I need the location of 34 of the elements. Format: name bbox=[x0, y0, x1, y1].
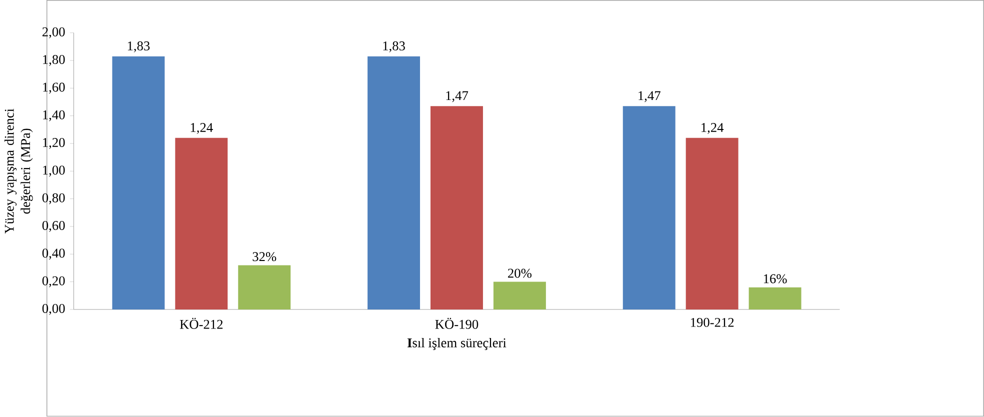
bar bbox=[368, 56, 420, 310]
data-label: 1,47 bbox=[446, 91, 468, 102]
y-tick-label: 1,00 bbox=[43, 166, 65, 177]
data-label: 1,83 bbox=[383, 42, 405, 52]
bar bbox=[748, 287, 802, 310]
y-tick-label: 1,80 bbox=[43, 55, 65, 66]
y-tick-label: 0,60 bbox=[42, 221, 65, 232]
bar bbox=[622, 106, 676, 310]
x-tick-label: KÖ-212 bbox=[180, 318, 223, 330]
x-axis-title: Isıl işlem süreçleri bbox=[407, 338, 506, 350]
y-tick-label: 1,60 bbox=[43, 82, 65, 94]
y-tick-label: 1,20 bbox=[43, 138, 65, 150]
data-label: 1,47 bbox=[638, 91, 660, 102]
y-tick-label: 0,00 bbox=[42, 304, 65, 316]
x-tick-label: KÖ-190 bbox=[435, 318, 478, 330]
x-tick-label: 190-212 bbox=[690, 318, 734, 328]
y-tick-label: 0,80 bbox=[42, 193, 65, 204]
y-axis-title: Yüzey yapışma direnci değerleri (MPa) bbox=[4, 108, 33, 234]
data-label: 1,24 bbox=[190, 123, 213, 134]
y-tick-label: 0,40 bbox=[42, 248, 65, 260]
data-label: 20% bbox=[508, 268, 532, 278]
data-label: 16% bbox=[764, 274, 787, 284]
bar bbox=[430, 106, 483, 310]
bar bbox=[686, 138, 738, 310]
data-label: 1,24 bbox=[702, 123, 724, 134]
data-label: 32% bbox=[252, 252, 276, 262]
bar bbox=[493, 282, 546, 310]
y-tick-label: 2,00 bbox=[42, 27, 65, 38]
bar bbox=[112, 56, 165, 310]
bar bbox=[175, 138, 228, 310]
bar bbox=[238, 265, 291, 310]
data-label: 1,83 bbox=[128, 42, 150, 52]
y-tick-label: 0,20 bbox=[42, 276, 65, 288]
y-tick-label: 1,40 bbox=[43, 110, 65, 122]
